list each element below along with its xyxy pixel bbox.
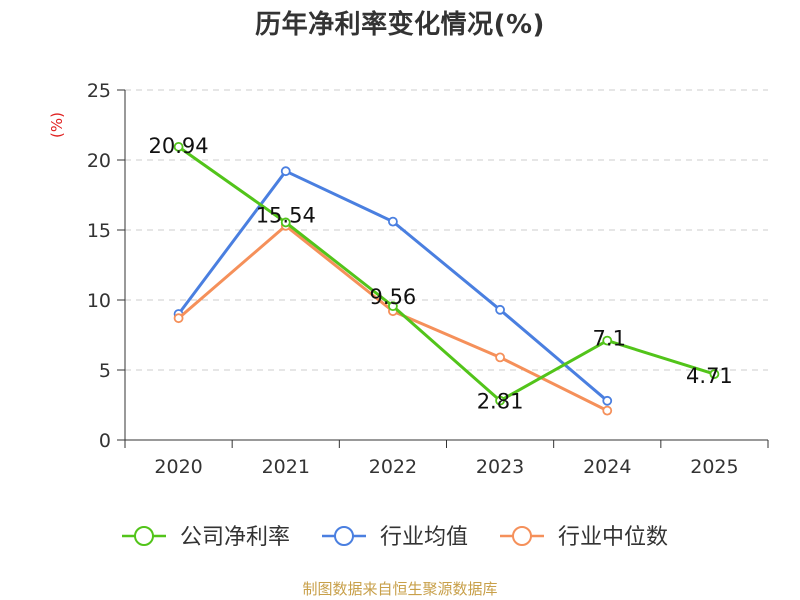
- legend-marker-2: [512, 526, 532, 546]
- series-2-point-2020: [173, 313, 184, 324]
- y-tick-label: 20: [87, 150, 111, 172]
- data-label-2024: 7.1: [593, 327, 626, 351]
- data-label-2023: 2.81: [477, 390, 524, 414]
- x-tick-label-2023: 2023: [476, 456, 524, 478]
- y-tick-label: 15: [87, 220, 111, 242]
- grid-lines: [125, 89, 768, 371]
- legend-marker-0: [134, 526, 154, 546]
- series-line-0: [177, 145, 715, 403]
- x-tick-label-2020: 2020: [154, 456, 202, 478]
- series-1-point-2021: [280, 166, 291, 177]
- legend: 公司净利率 行业均值 行业中位数: [122, 525, 668, 550]
- y-axis-unit-label: (%): [48, 112, 66, 138]
- data-label-2020: 20.94: [149, 134, 209, 158]
- x-tick-label-2022: 2022: [369, 456, 417, 478]
- legend-label-1: 行业均值: [380, 525, 468, 550]
- source-note: 制图数据来自恒生聚源数据库: [302, 580, 498, 598]
- series-0-point-2023: [495, 395, 505, 406]
- series-line-2: [177, 224, 608, 412]
- legend-label-2: 行业中位数: [558, 525, 668, 550]
- y-tick-label: 10: [87, 290, 111, 312]
- series-0-point-2022: [388, 301, 398, 312]
- data-label-2025: 4.71: [686, 364, 733, 388]
- legend-label-0: 公司净利率: [180, 525, 290, 550]
- series-0-point-2025: [709, 369, 720, 379]
- y-tick-label: 0: [99, 430, 111, 452]
- series-1-point-2023: [495, 304, 505, 315]
- series-1-point-2022: [388, 216, 398, 227]
- data-labels: 20.94 15.54 9.56 2.81 7.1 4.71: [149, 134, 733, 414]
- series-2-point-2023: [495, 352, 505, 363]
- x-tick-label-2025: 2025: [690, 456, 738, 478]
- legend-marker-1: [334, 526, 354, 546]
- series-1-point-2024: [602, 395, 613, 406]
- series-2-point-2024: [602, 405, 613, 416]
- series-lines: [173, 141, 720, 416]
- data-label-2021: 15.54: [256, 203, 316, 227]
- y-tick-label: 25: [87, 80, 111, 102]
- series-0-point-2020: [173, 141, 184, 152]
- x-tick-label-2024: 2024: [583, 456, 631, 478]
- data-label-2022: 9.56: [370, 285, 417, 309]
- x-tick-label-2021: 2021: [262, 456, 310, 478]
- series-0-point-2021: [280, 217, 291, 228]
- y-tick-label: 5: [99, 360, 111, 382]
- series-0-point-2024: [602, 335, 613, 346]
- chart-title: 历年净利率变化情况(%): [255, 10, 545, 40]
